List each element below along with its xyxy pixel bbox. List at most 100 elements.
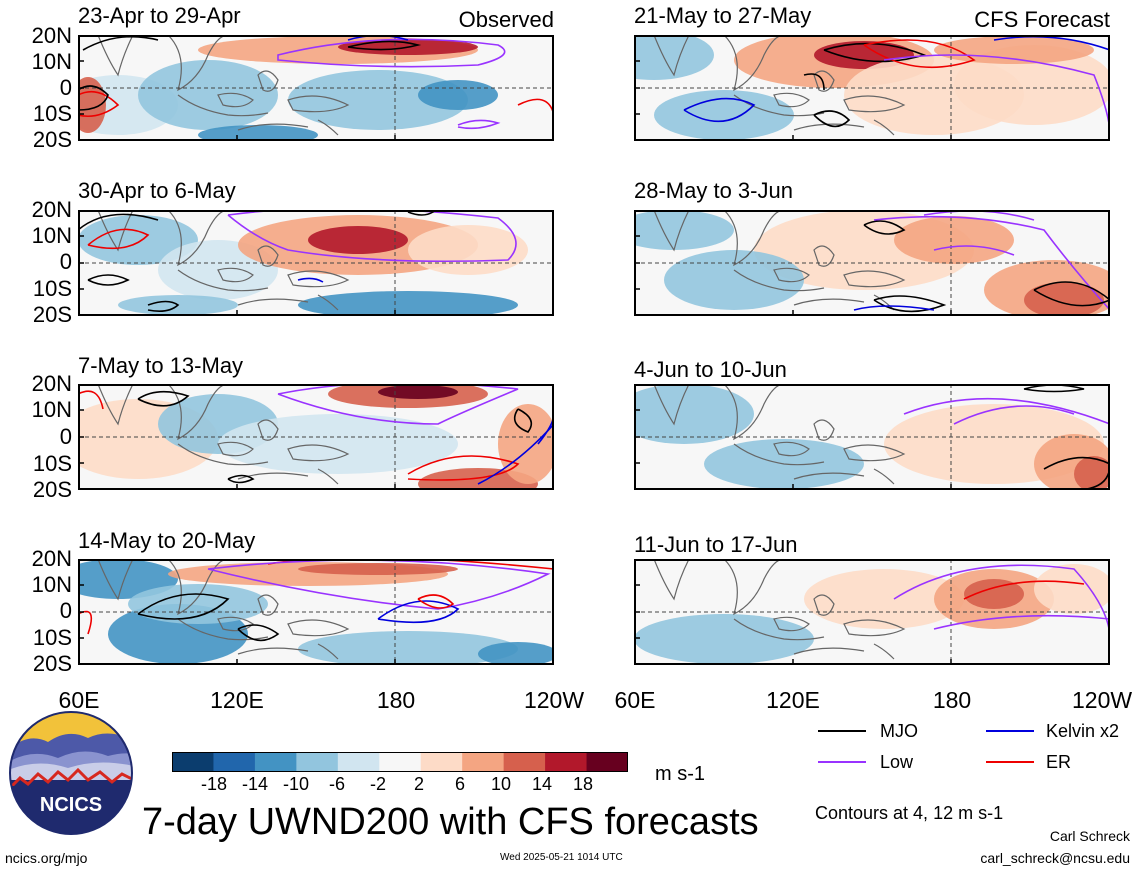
- coastline: [843, 270, 906, 288]
- coastline: [97, 210, 134, 252]
- coastline: [217, 441, 254, 457]
- contour-line: [227, 210, 517, 263]
- coastline: [287, 95, 350, 113]
- coastline: [793, 472, 865, 480]
- contour-line: [823, 42, 927, 63]
- shading-region: [298, 291, 518, 316]
- coastline: [167, 35, 229, 92]
- coastline: [653, 559, 690, 601]
- coastline: [177, 618, 269, 641]
- lat-tick-label: 10S: [32, 101, 72, 126]
- colorbar-swatch: [379, 752, 422, 772]
- lon-tick-label: 180: [376, 687, 416, 713]
- coastline: [167, 384, 229, 441]
- contour-line: [417, 594, 455, 609]
- map-panel-forecast-1: [634, 35, 1110, 141]
- contour-line: [873, 295, 947, 313]
- lat-tick-label: 0: [59, 249, 72, 274]
- map-panel-forecast-3: [634, 384, 1110, 490]
- coastline: [217, 267, 254, 283]
- shading-region: [654, 90, 794, 140]
- contour-line: [953, 405, 1075, 425]
- contour-line: [78, 390, 104, 410]
- contour-note: Contours at 4, 12 m s-1: [815, 803, 1004, 823]
- contour-line: [277, 38, 506, 68]
- coastline: [257, 70, 279, 92]
- lon-tick-label: 60E: [58, 687, 100, 713]
- panel-title: 21-May to 27-May: [634, 3, 812, 28]
- colorbar-tick-label: -2: [369, 774, 386, 794]
- legend-label-kelvin: Kelvin x2: [1046, 721, 1120, 741]
- chart-title: 7-day UWND200 with CFS forecasts: [142, 801, 759, 843]
- contour-line: [853, 305, 935, 311]
- legend-line-kelvin: [986, 730, 1034, 732]
- coastline: [317, 119, 339, 136]
- shading-region: [634, 384, 754, 444]
- lat-tick-label: 20S: [32, 651, 72, 676]
- contour-line: [993, 35, 1110, 51]
- contour-line: [457, 119, 501, 130]
- coastline: [813, 419, 835, 441]
- coastline: [873, 119, 895, 136]
- legend-label-er: ER: [1046, 752, 1072, 772]
- colorbar-tick-label: -18: [200, 774, 227, 794]
- colorbar-swatch: [462, 752, 505, 772]
- lat-tick-label: 20S: [32, 302, 72, 327]
- coastline: [653, 210, 690, 252]
- colorbar-swatch: [296, 752, 339, 772]
- coastline: [237, 298, 309, 306]
- coastline: [287, 444, 350, 462]
- map-panel-observed-2: [78, 210, 554, 316]
- contour-line: [82, 35, 159, 51]
- contour-line: [277, 384, 519, 425]
- lat-tick-label: 10N: [31, 223, 72, 248]
- shading-region: [664, 250, 804, 310]
- contour-line: [883, 54, 1110, 136]
- coastline: [733, 443, 825, 466]
- coastline: [257, 419, 279, 441]
- lon-tick-label: 120W: [1072, 687, 1133, 713]
- shading-region: [498, 404, 554, 484]
- shading-region: [418, 80, 498, 110]
- colorbar-swatch: [420, 752, 463, 772]
- lat-tick-label: 10N: [31, 397, 72, 422]
- lon-tick-label: 120E: [766, 687, 820, 713]
- shading-region: [478, 642, 554, 665]
- lon-tick-label: 120E: [210, 687, 264, 713]
- lat-tick-label: 0: [59, 598, 72, 623]
- coastline: [257, 245, 279, 267]
- coastline: [723, 35, 785, 92]
- map-panel-observed-1: [78, 35, 554, 141]
- contour-line: [297, 277, 324, 283]
- coastline: [813, 70, 835, 92]
- contour-line: [893, 564, 1110, 640]
- lon-tick-label: 60E: [614, 687, 656, 713]
- coastline: [813, 594, 835, 616]
- coastline: [167, 210, 229, 267]
- author-name: Carl Schreck: [1049, 828, 1130, 844]
- shading-region: [198, 125, 318, 141]
- coastline: [723, 210, 785, 267]
- ncics-logo-graphic: NCICS: [9, 711, 133, 835]
- coastline: [793, 298, 865, 306]
- lat-tick-label: 20N: [31, 23, 72, 48]
- contour-line: [903, 397, 1110, 484]
- colorbar-tick-label: -6: [328, 774, 345, 794]
- colorbar: [172, 752, 628, 772]
- map-panel-forecast-4: [634, 559, 1110, 665]
- colorbar-tick-label: 10: [490, 774, 512, 794]
- contour-line: [237, 624, 280, 642]
- coastline: [723, 559, 785, 616]
- coastline: [773, 267, 810, 283]
- shading-region: [634, 210, 734, 250]
- contour-line: [863, 39, 976, 69]
- observed-label: Observed: [458, 7, 554, 32]
- lat-tick-label: 10S: [32, 451, 72, 476]
- coastline: [317, 468, 339, 485]
- shading-region: [964, 579, 1024, 609]
- colorbar-tick-label: 18: [572, 774, 594, 794]
- panel-title: 7-May to 13-May: [78, 353, 244, 378]
- lat-tick-label: 0: [59, 424, 72, 449]
- lon-tick-label: 120W: [523, 687, 585, 713]
- contour-line: [377, 600, 460, 624]
